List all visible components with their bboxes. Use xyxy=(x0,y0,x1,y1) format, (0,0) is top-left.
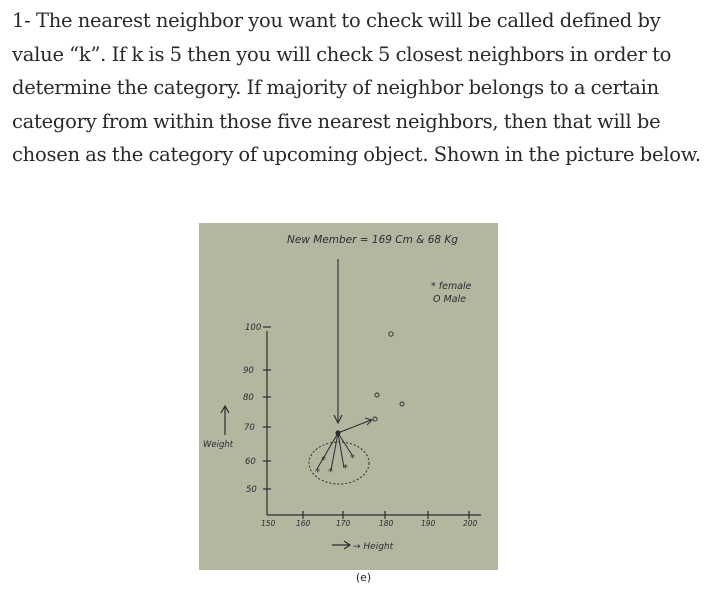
y-tick-label: 50 xyxy=(246,485,257,495)
new-member-arrow xyxy=(333,259,343,425)
female-point: * xyxy=(315,467,320,478)
female-point: * xyxy=(321,455,326,466)
figure-caption: (e) xyxy=(355,571,372,584)
axes xyxy=(220,326,481,550)
x-tick-label: 160 xyxy=(296,519,311,528)
male-point xyxy=(388,331,394,337)
knn-sketch-figure: New Member = 169 Cm & 68 Kg * female O M… xyxy=(199,223,498,570)
legend-male: O Male xyxy=(433,294,466,305)
legend-female: * female xyxy=(431,281,472,292)
x-tick-label: 190 xyxy=(421,519,436,528)
x-axis-label: → Height xyxy=(353,542,394,552)
female-points: * * * * * xyxy=(315,453,355,478)
intro-paragraph: 1- The nearest neighbor you want to chec… xyxy=(12,9,701,166)
y-tick-label: 70 xyxy=(244,423,255,433)
y-tick-label: 90 xyxy=(243,366,254,376)
figure-title: New Member = 169 Cm & 68 Kg xyxy=(287,234,458,246)
neighbor-lines xyxy=(316,417,373,471)
neighborhood-circle xyxy=(308,441,370,485)
knn-sketch-drawing: New Member = 169 Cm & 68 Kg * female O M… xyxy=(203,234,481,552)
x-tick-labels: 150 160 170 180 190 200 xyxy=(261,519,478,528)
y-tick-label: 80 xyxy=(243,393,254,403)
y-axis-label: Weight xyxy=(203,440,234,450)
y-tick-label: 60 xyxy=(245,457,256,467)
female-point: * xyxy=(350,453,355,464)
x-tick-label: 150 xyxy=(261,519,276,528)
female-point: * xyxy=(328,467,333,478)
male-point xyxy=(374,392,380,398)
y-tick-label: 100 xyxy=(245,323,261,333)
y-tick-labels: 100 90 80 70 60 50 xyxy=(243,323,261,495)
male-point xyxy=(399,401,405,407)
x-tick-label: 170 xyxy=(336,519,351,528)
x-tick-label: 180 xyxy=(379,519,394,528)
male-points xyxy=(372,331,405,422)
x-tick-label: 200 xyxy=(463,519,478,528)
female-point: * xyxy=(343,463,348,474)
male-point xyxy=(372,416,378,422)
